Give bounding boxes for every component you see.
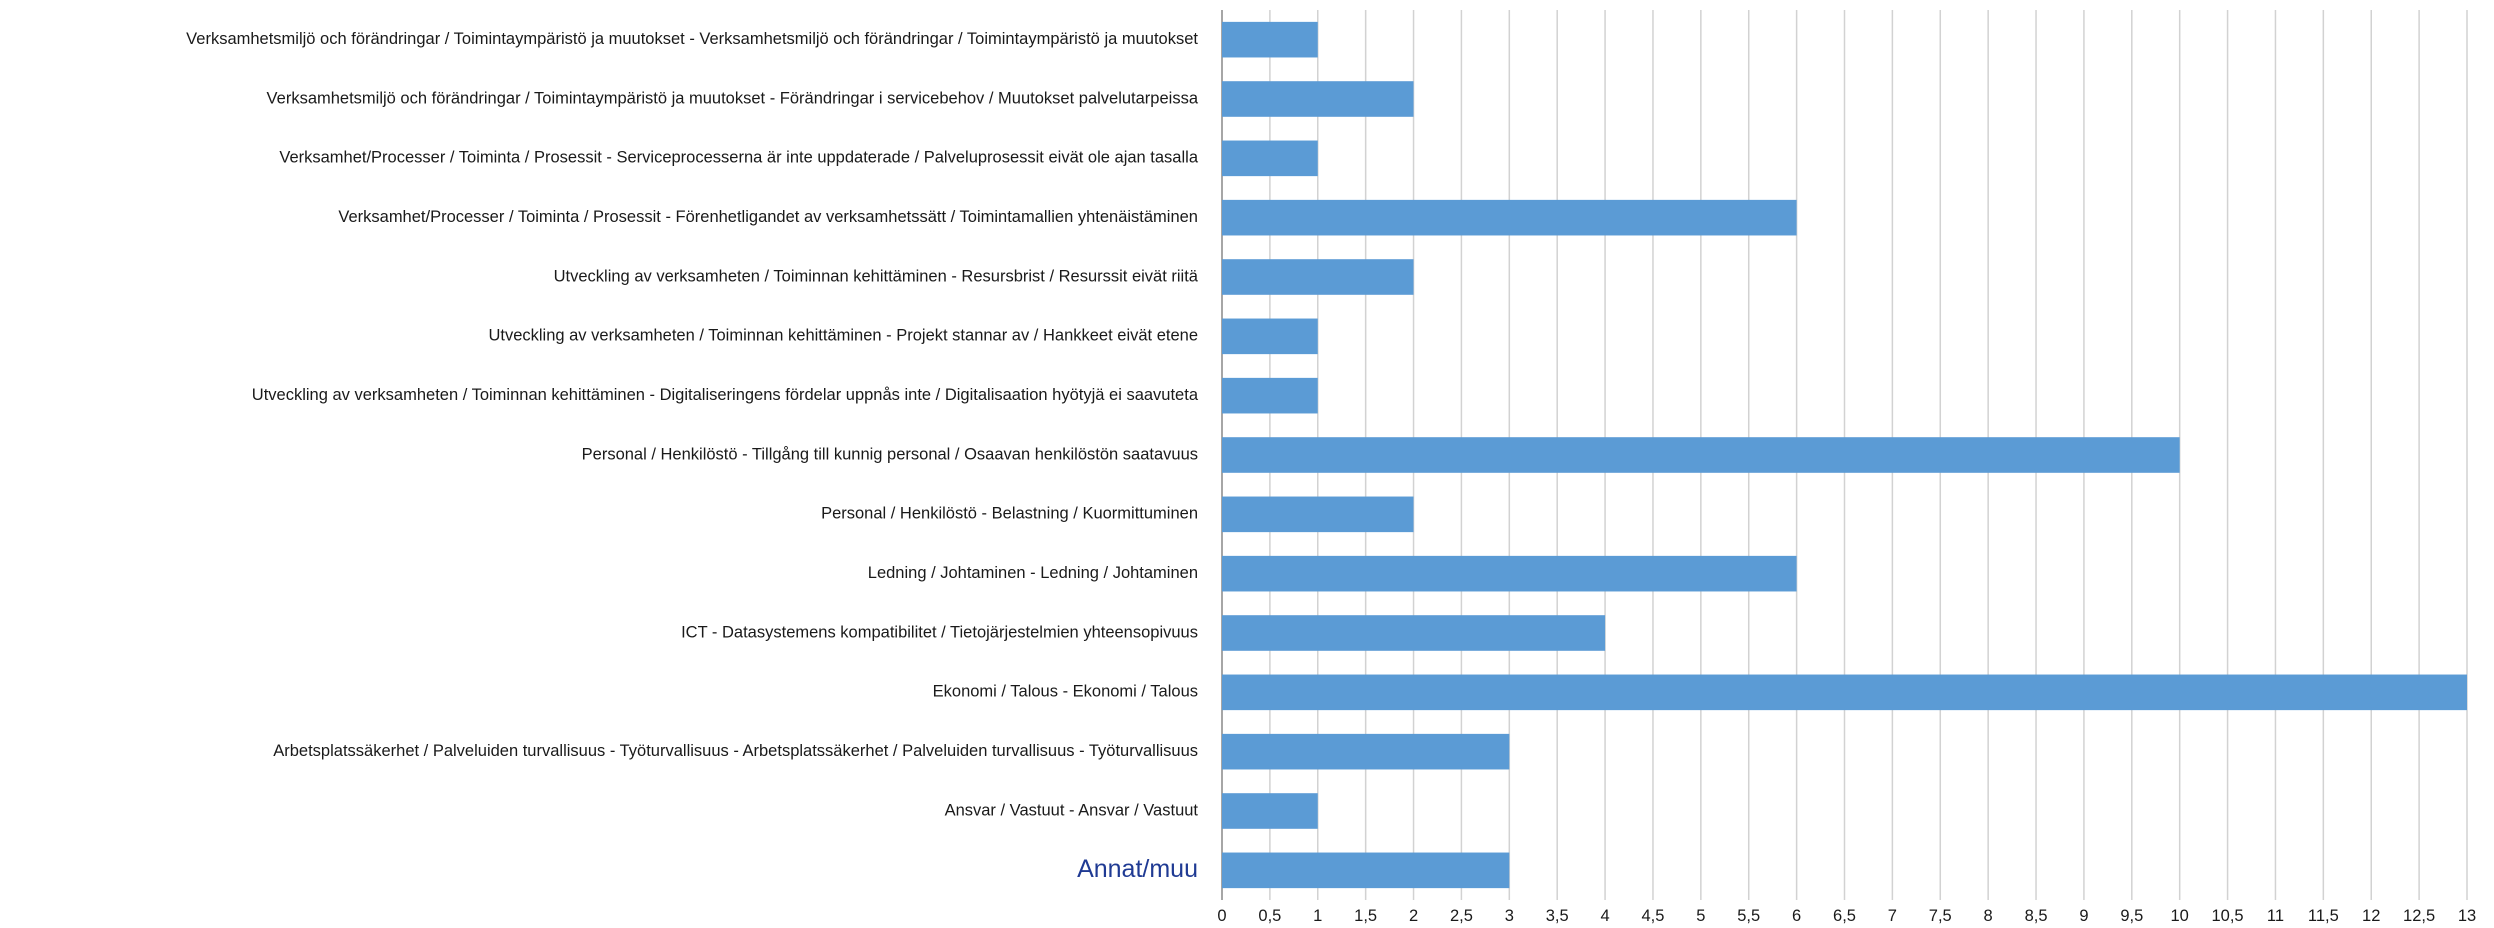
bar: [1222, 496, 1414, 533]
x-tick-label: 7,5: [1929, 907, 1952, 925]
category-label: Utveckling av verksamheten / Toiminnan k…: [488, 327, 1198, 345]
x-tick-label: 2,5: [1450, 907, 1473, 925]
x-tick-label: 8: [1984, 907, 1993, 925]
bar: [1222, 733, 1510, 770]
x-tick-label: 6,5: [1833, 907, 1856, 925]
category-label: Verksamhetsmiljö och förändringar / Toim…: [267, 89, 1199, 107]
x-tick-label: 4,5: [1641, 907, 1664, 925]
x-tick-label: 12,5: [2403, 907, 2435, 925]
bar: [1222, 437, 2180, 473]
x-tick-label: 9,5: [2120, 907, 2143, 925]
bar: [1222, 377, 1318, 414]
category-label: Ekonomi / Talous - Ekonomi / Talous: [933, 683, 1198, 701]
category-label: Arbetsplatssäkerhet / Palveluiden turval…: [273, 742, 1198, 760]
bar: [1222, 615, 1606, 651]
x-tick-label: 7: [1888, 907, 1897, 925]
x-axis-tick-labels: 0 0,5 1 1,5 2 2,5 3 3,5 4 4,5 5 5,5 6 6,5 7 7,5 8 8,5 9 9,5…: [1217, 907, 2476, 925]
category-label: Verksamhet/Processer / Toiminta / Proses…: [279, 149, 1198, 167]
x-tick-label: 11,5: [2308, 907, 2339, 925]
x-tick-label: 3: [1505, 907, 1514, 925]
category-label: Annat/muu: [1077, 855, 1198, 883]
category-label: Utveckling av verksamheten / Toiminnan k…: [554, 267, 1199, 285]
category-label: Verksamhetsmiljö och förändringar / Toim…: [186, 30, 1198, 48]
category-label: Utveckling av verksamheten / Toiminnan k…: [252, 386, 1199, 404]
bar: [1222, 140, 1318, 177]
x-tick-label: 3,5: [1546, 907, 1569, 925]
bar: [1222, 555, 1797, 592]
category-label: ICT - Datasystemens kompatibilitet / Tie…: [681, 623, 1198, 641]
x-tick-label: 12: [2362, 907, 2380, 925]
x-tick-label: 4: [1600, 907, 1609, 925]
x-tick-label: 0: [1217, 907, 1226, 925]
bar: [1222, 318, 1318, 355]
x-tick-label: 10,5: [2212, 907, 2244, 925]
category-label: Ledning / Johtaminen - Ledning / Johtami…: [868, 564, 1198, 582]
x-tick-label: 5,5: [1737, 907, 1760, 925]
category-label: Ansvar / Vastuut - Ansvar / Vastuut: [945, 801, 1199, 819]
bar: [1222, 199, 1797, 236]
category-label: Personal / Henkilöstö - Tillgång till ku…: [582, 445, 1198, 463]
x-tick-label: 8,5: [2025, 907, 2048, 925]
category-labels: Verksamhetsmiljö och förändringar / Toim…: [186, 30, 1199, 883]
x-tick-label: 11: [2267, 907, 2284, 925]
x-tick-label: 10: [2171, 907, 2189, 925]
x-tick-label: 1,5: [1354, 907, 1377, 925]
x-tick-label: 1: [1313, 907, 1322, 925]
bar: [1222, 793, 1318, 829]
bars: [1222, 21, 2467, 889]
bar: [1222, 81, 1414, 117]
category-label: Personal / Henkilöstö - Belastning / Kuo…: [821, 505, 1198, 523]
bar: [1222, 674, 2467, 711]
x-tick-label: 0,5: [1258, 907, 1281, 925]
bar: [1222, 852, 1510, 889]
x-tick-label: 5: [1696, 907, 1705, 925]
bar: [1222, 259, 1414, 295]
x-tick-label: 9: [2079, 907, 2088, 925]
x-tick-label: 13: [2458, 907, 2476, 925]
x-tick-label: 2: [1409, 907, 1418, 925]
category-label: Verksamhet/Processer / Toiminta / Proses…: [338, 208, 1198, 226]
bar: [1222, 21, 1318, 58]
x-tick-label: 6: [1792, 907, 1801, 925]
